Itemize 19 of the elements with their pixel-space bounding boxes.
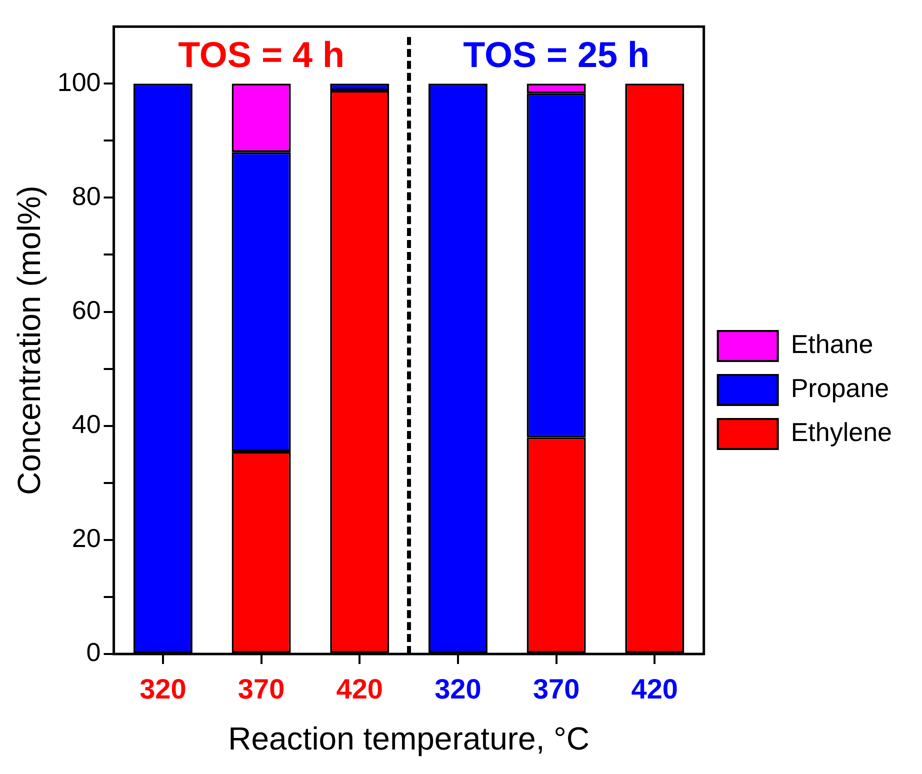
y-tick-label: 20	[72, 523, 101, 554]
y-tick-label: 100	[57, 66, 101, 97]
y-tick-label: 0	[86, 637, 101, 668]
x-tick-label: 420	[336, 674, 383, 705]
annotation: TOS = 25 h	[463, 34, 650, 76]
y-axis-title: Concentration (mol%)	[11, 186, 48, 496]
x-tick-label: 320	[434, 674, 482, 705]
x-axis-title: Reaction temperature, °C	[228, 720, 590, 757]
y-tick-label: 60	[72, 294, 101, 325]
legend-label: Ethane	[790, 329, 874, 360]
y-tick-label: 40	[72, 409, 101, 440]
annotation: TOS = 4 h	[178, 34, 344, 76]
x-tick-label: 370	[238, 674, 285, 705]
x-tick-label: 420	[631, 674, 678, 705]
x-tick-label: 370	[532, 674, 580, 705]
y-tick-label: 80	[72, 180, 101, 211]
x-tick-label: 320	[140, 674, 186, 705]
legend-label: Ethylene	[790, 417, 892, 448]
legend-label: Propane	[790, 373, 890, 404]
